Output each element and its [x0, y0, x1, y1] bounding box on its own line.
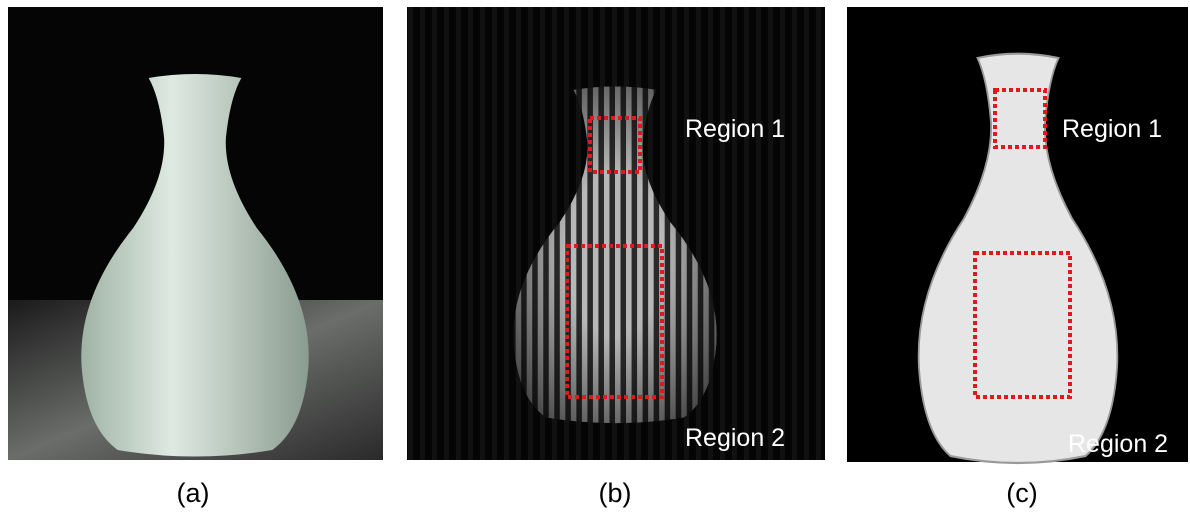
panel-c: Region 1 Region 2 [847, 7, 1188, 463]
panel-label: (c) [1006, 478, 1037, 508]
region-label: Region 1 [1062, 115, 1162, 143]
region-label: Region 2 [685, 424, 785, 452]
panel-label: (b) [599, 478, 632, 508]
page: Region 1 Region 2 Region 1 Region 2 (a) … [0, 0, 1190, 517]
region-label: Region 1 [685, 115, 785, 143]
figure: Region 1 Region 2 Region 1 Region 2 (a) … [0, 0, 1190, 517]
panel-a [8, 7, 383, 460]
region-label: Region 2 [1068, 430, 1168, 458]
panel-label: (a) [177, 478, 210, 508]
panel-b: Region 1 Region 2 [407, 7, 825, 460]
